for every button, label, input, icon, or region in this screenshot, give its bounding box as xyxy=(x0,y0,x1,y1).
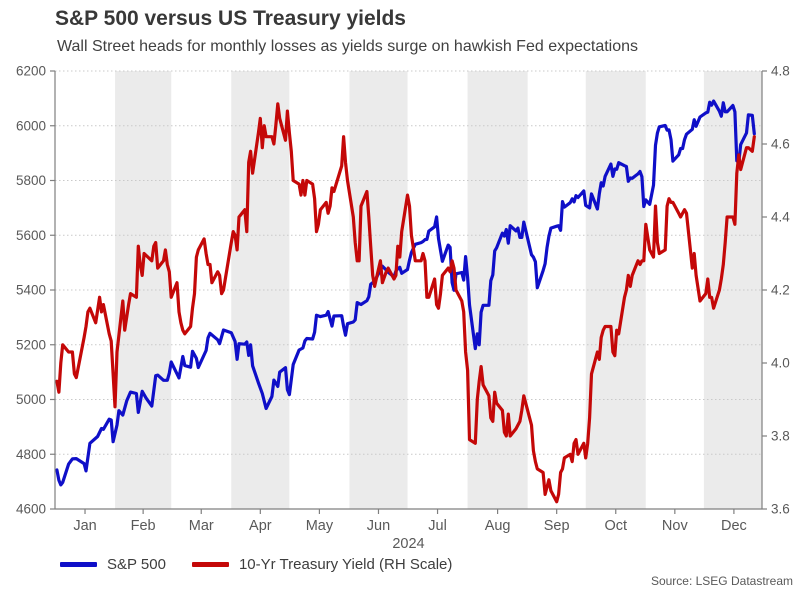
y-tick-label-left: 5400 xyxy=(16,283,46,298)
chart-title: S&P 500 versus US Treasury yields xyxy=(55,7,406,30)
y-tick-label-right: 4.8 xyxy=(771,64,790,79)
legend-label-treasury-yield: 10-Yr Treasury Yield (RH Scale) xyxy=(238,556,453,573)
y-tick-label-left: 5800 xyxy=(16,173,46,188)
y-tick-label-left: 5200 xyxy=(16,337,46,352)
legend: S&P 500 10-Yr Treasury Yield (RH Scale) xyxy=(60,556,478,573)
month-label: Mar xyxy=(189,518,214,534)
month-label: Aug xyxy=(485,518,511,534)
month-label: Dec xyxy=(721,518,747,534)
y-tick-label-left: 6000 xyxy=(16,118,46,133)
treasury-yield-line xyxy=(55,102,756,504)
month-label: Jun xyxy=(367,518,390,534)
treasury-yield-line-swatch xyxy=(191,562,229,567)
y-tick-label-left: 4800 xyxy=(16,447,46,462)
month-label: Nov xyxy=(662,518,689,534)
y-tick-label-right: 4.4 xyxy=(771,210,790,225)
y-tick-label-left: 5600 xyxy=(16,228,46,243)
month-label: Feb xyxy=(131,518,156,534)
y-tick-label-left: 6200 xyxy=(16,64,46,79)
month-label: Jan xyxy=(73,518,96,534)
sp500-line-swatch xyxy=(60,562,97,567)
legend-label-sp500: S&P 500 xyxy=(107,556,166,573)
month-label: May xyxy=(306,518,334,534)
sp500-line xyxy=(55,99,756,487)
month-band xyxy=(349,71,408,509)
y-tick-label-right: 4.2 xyxy=(771,283,790,298)
month-label: Jul xyxy=(428,518,447,534)
y-tick-label-left: 4600 xyxy=(16,502,46,517)
y-tick-label-right: 4.6 xyxy=(771,137,790,152)
y-tick-label-right: 3.8 xyxy=(771,429,790,444)
month-label: Apr xyxy=(249,518,272,534)
chart-subtitle: Wall Street heads for monthly losses as … xyxy=(57,38,639,55)
year-label: 2024 xyxy=(392,536,424,552)
legend-item-sp500: S&P 500 xyxy=(60,556,166,573)
month-label: Sep xyxy=(544,518,570,534)
y-tick-label-right: 4.0 xyxy=(771,356,790,371)
legend-item-treasury-yield: 10-Yr Treasury Yield (RH Scale) xyxy=(191,556,453,573)
source-credit: Source: LSEG Datastream xyxy=(650,574,793,588)
month-band xyxy=(467,71,528,509)
month-label: Oct xyxy=(604,518,627,534)
y-tick-label-right: 3.6 xyxy=(771,502,790,517)
y-tick-label-left: 5000 xyxy=(16,392,46,407)
